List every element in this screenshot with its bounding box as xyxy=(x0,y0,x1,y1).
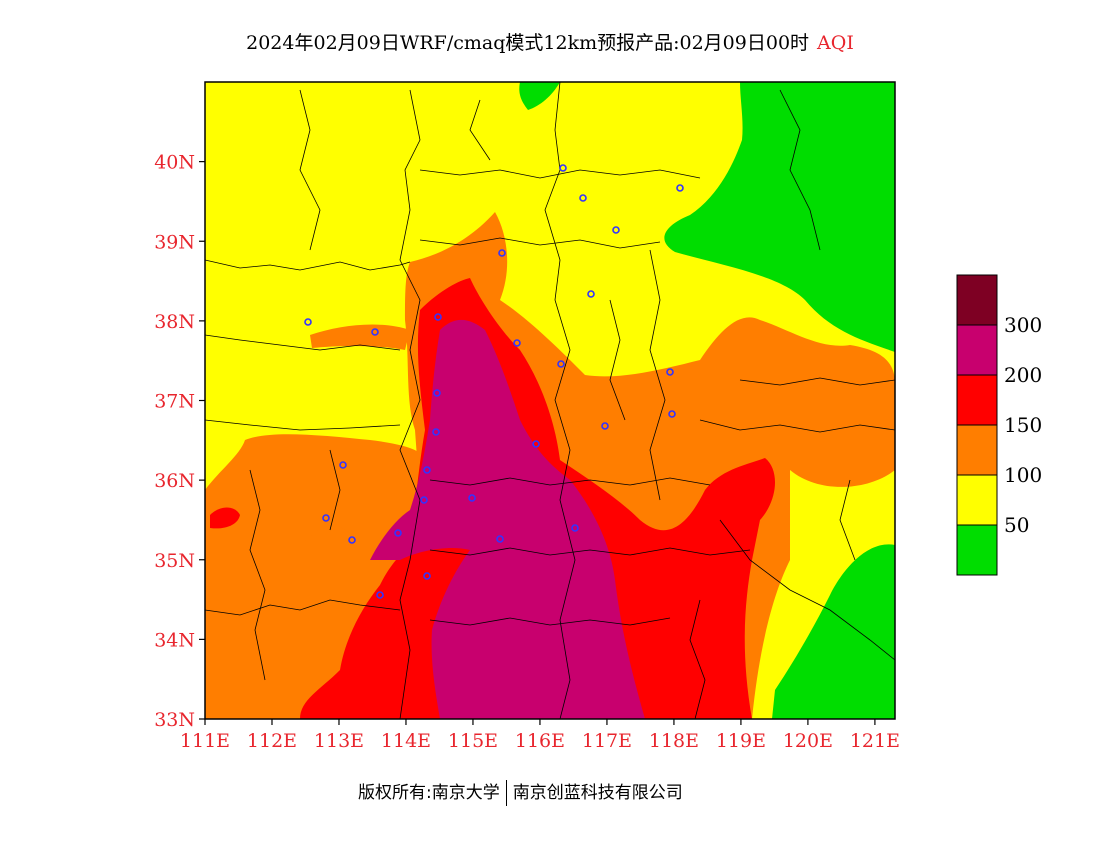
legend-swatch xyxy=(956,424,998,476)
lat-tick-label: 38N xyxy=(154,311,195,333)
legend-swatch xyxy=(956,474,998,526)
city-marker xyxy=(532,440,540,448)
legend-label: 150 xyxy=(1004,413,1042,437)
city-marker xyxy=(557,360,565,368)
city-marker xyxy=(468,494,476,502)
company-text: 南京创蓝科技有限公司 xyxy=(512,783,683,803)
city-marker xyxy=(420,496,428,504)
city-marker xyxy=(601,422,609,430)
city-marker xyxy=(432,428,440,436)
city-marker xyxy=(571,524,579,532)
lat-tick-label: 34N xyxy=(154,629,195,651)
legend-swatch xyxy=(956,524,998,576)
legend-label: 200 xyxy=(1004,363,1042,387)
lon-axis: 111E 112E 113E 114E 115E 116E 117E 118E 119E 120E… xyxy=(180,719,900,752)
lon-tick-label: 116E xyxy=(515,730,565,752)
aqi-contour-fill xyxy=(205,82,895,719)
legend-swatch xyxy=(956,374,998,426)
aqi-band-red-west xyxy=(210,507,240,529)
city-marker xyxy=(348,536,356,544)
footer: 版权所有:南京大学 南京创蓝科技有限公司 xyxy=(358,778,683,806)
city-marker xyxy=(496,535,504,543)
city-marker xyxy=(394,529,402,537)
title-text: 2024年02月09日WRF/cmaq模式12km预报产品:02月09日00时 xyxy=(246,32,810,54)
lon-tick-label: 120E xyxy=(783,730,833,752)
aqi-band-green-ne xyxy=(664,82,895,352)
legend-label: 50 xyxy=(1004,513,1029,537)
aqi-band-magenta xyxy=(370,319,645,719)
lon-tick-label: 121E xyxy=(850,730,900,752)
lat-tick-label: 35N xyxy=(154,550,195,572)
legend-swatch xyxy=(956,324,998,376)
lon-tick-label: 112E xyxy=(247,730,297,752)
lat-tick-label: 36N xyxy=(154,470,195,492)
lon-tick-label: 111E xyxy=(180,730,230,752)
city-marker xyxy=(676,184,684,192)
lat-tick-label: 33N xyxy=(154,709,195,731)
boundary-lines xyxy=(205,82,895,719)
city-marker xyxy=(339,461,347,469)
lat-tick-label: 37N xyxy=(154,391,195,413)
legend-swatch xyxy=(956,274,998,326)
lon-tick-label: 117E xyxy=(582,730,632,752)
city-marker xyxy=(434,313,442,321)
map-title: 2024年02月09日WRF/cmaq模式12km预报产品:02月09日00时 A… xyxy=(0,28,1100,55)
aqi-band-green-se xyxy=(772,544,895,719)
lon-tick-label: 114E xyxy=(381,730,431,752)
lat-tick-label: 40N xyxy=(154,152,195,174)
city-marker xyxy=(304,318,312,326)
city-marker xyxy=(423,466,431,474)
lat-tick-label: 39N xyxy=(154,231,195,253)
aqi-legend: 50 100 150 200 300 xyxy=(956,274,1042,576)
copyright-text: 版权所有:南京大学 xyxy=(358,783,500,803)
city-marker xyxy=(668,410,676,418)
city-marker xyxy=(498,249,506,257)
city-marker xyxy=(559,164,567,172)
city-marker xyxy=(322,514,330,522)
aqi-band-green-n xyxy=(519,82,560,110)
footer-separator xyxy=(505,780,507,806)
city-marker xyxy=(513,339,521,347)
aqi-band-orange-ring xyxy=(310,324,410,350)
city-marker xyxy=(433,389,441,397)
city-markers xyxy=(304,164,684,599)
legend-label: 300 xyxy=(1004,313,1042,337)
city-marker xyxy=(612,226,620,234)
lon-tick-label: 115E xyxy=(448,730,498,752)
lon-tick-label: 118E xyxy=(649,730,699,752)
lon-tick-label: 119E xyxy=(716,730,766,752)
city-marker xyxy=(376,591,384,599)
city-marker xyxy=(423,572,431,580)
product-label: AQI xyxy=(817,32,854,54)
city-marker xyxy=(666,368,674,376)
lat-axis: 33N 34N 35N 36N 37N 38N 39N 40N xyxy=(154,152,205,731)
legend-label: 100 xyxy=(1004,463,1042,487)
city-marker xyxy=(587,290,595,298)
city-marker xyxy=(371,328,379,336)
lon-tick-label: 113E xyxy=(314,730,364,752)
city-marker xyxy=(579,194,587,202)
